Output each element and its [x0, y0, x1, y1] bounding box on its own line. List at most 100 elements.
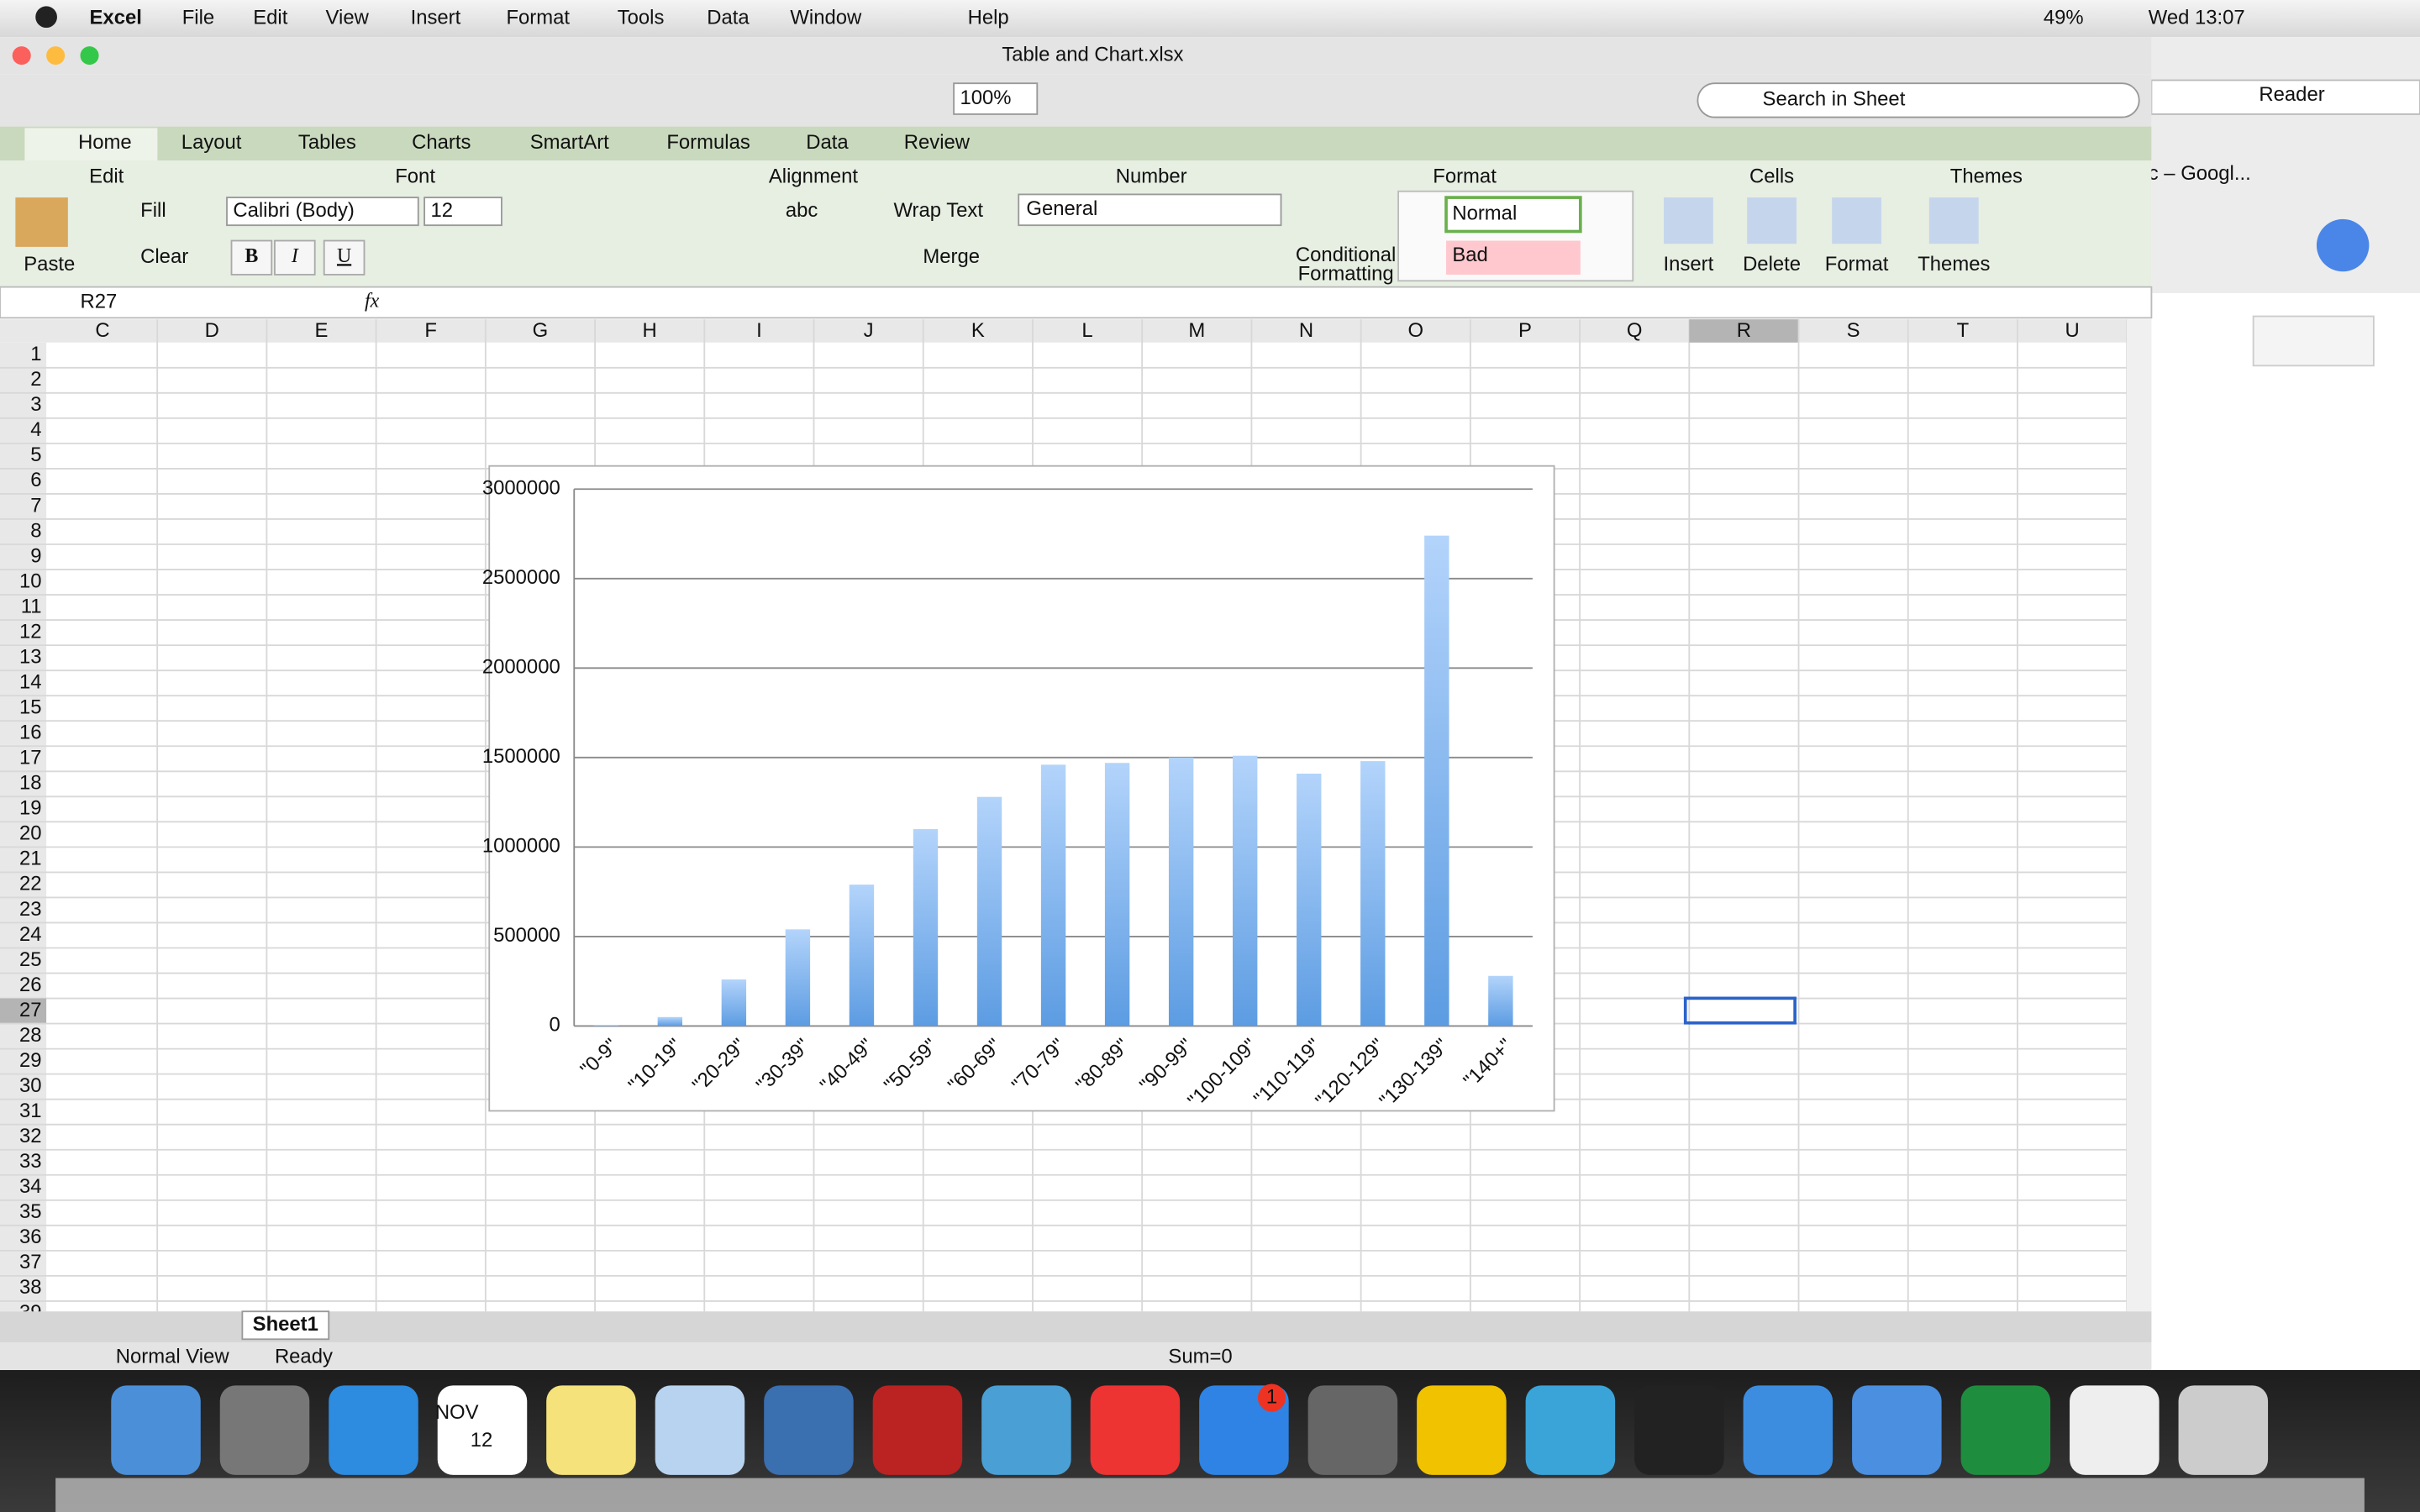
ribbon-tab[interactable]: Review [904, 131, 971, 154]
column-label: U [2065, 319, 2079, 342]
row-label: 26 [19, 974, 42, 996]
search-placeholder[interactable]: Search in Sheet [1763, 88, 1906, 111]
menu-item[interactable]: Edit [253, 6, 287, 29]
clock[interactable]: Wed 13:07 [2149, 6, 2245, 29]
font-name[interactable]: Calibri (Body) [233, 199, 355, 222]
sum-label[interactable]: Sum=0 [1168, 1346, 1232, 1368]
ribbon-tab[interactable]: Layout [182, 131, 242, 154]
row-label: 23 [19, 898, 42, 921]
menu-item[interactable]: Help [968, 6, 1009, 29]
dock-icon [2178, 1385, 2269, 1475]
row-label: 30 [19, 1074, 42, 1097]
ribbon-tab[interactable]: SmartArt [530, 131, 609, 154]
underline-button[interactable]: U [337, 245, 351, 267]
ribbon-tab[interactable]: Tables [298, 131, 356, 154]
dock-icon [981, 1385, 1071, 1475]
ribbon-tab[interactable]: Formulas [666, 131, 750, 154]
merge-button[interactable]: Merge [923, 245, 980, 268]
row-label: 10 [19, 570, 42, 592]
bar [849, 885, 875, 1026]
ribbon-tabs [0, 126, 2152, 161]
row-label: 17 [19, 747, 42, 769]
fx-button[interactable]: fx [365, 290, 380, 312]
browser-tab[interactable]: c – Googl... [2149, 162, 2251, 185]
reader-button[interactable]: Reader [2259, 83, 2324, 106]
conditional-formatting[interactable]: Formatting [1298, 262, 1394, 285]
font-size[interactable]: 12 [430, 199, 453, 222]
menu-item[interactable]: File [182, 6, 214, 29]
bar [1297, 774, 1322, 1026]
y-tick-label: 2500000 [482, 566, 560, 589]
insert-button[interactable]: Insert [1664, 253, 1714, 276]
row-label: 36 [19, 1226, 42, 1248]
selected-column [1689, 319, 1799, 343]
delete-button[interactable]: Delete [1743, 253, 1801, 276]
row-label: 13 [19, 645, 42, 668]
search-field [1697, 82, 2140, 118]
apple-logo[interactable] [35, 6, 57, 29]
row-label: 6 [30, 469, 41, 491]
bar [1040, 764, 1066, 1026]
dock-icon [546, 1385, 636, 1475]
format-button[interactable]: Format [1825, 253, 1889, 276]
active-tab [24, 128, 158, 161]
ribbon-group-label: Number [1116, 165, 1187, 188]
sheet-tab-label[interactable]: Sheet1 [253, 1313, 318, 1336]
row-label: 19 [19, 797, 42, 820]
row-label: 14 [19, 670, 42, 693]
dock-icon [872, 1385, 963, 1475]
column-label: L [1081, 319, 1092, 342]
row-label: 24 [19, 923, 42, 946]
paste-button[interactable]: Paste [24, 253, 75, 276]
row-label: 34 [19, 1175, 42, 1198]
name-box[interactable]: R27 [81, 290, 118, 312]
themes-button[interactable]: Themes [1918, 253, 1990, 276]
bar [1233, 755, 1258, 1026]
avatar[interactable] [2316, 218, 2370, 272]
dock-icon [764, 1385, 854, 1475]
ribbon-tab[interactable]: Home [78, 131, 132, 154]
y-tick-label: 500000 [493, 924, 560, 947]
window-control[interactable] [46, 46, 66, 66]
dock-icon [2070, 1385, 2160, 1475]
app-name[interactable]: Excel [90, 6, 142, 29]
fill-button[interactable]: Fill [140, 199, 166, 222]
title-bar [0, 37, 2152, 75]
number-format[interactable]: General [1026, 197, 1097, 220]
format-button [230, 239, 273, 276]
style-bad-label[interactable]: Bad [1452, 244, 1487, 266]
style-normal-label[interactable]: Normal [1452, 202, 1517, 225]
italic-button[interactable]: I [291, 245, 299, 267]
zoom-box [953, 82, 1039, 115]
row-label: 31 [19, 1100, 42, 1122]
menu-item[interactable]: Tools [618, 6, 665, 29]
column-label: K [971, 319, 985, 342]
row-label: 25 [19, 948, 42, 971]
y-tick-label: 1000000 [482, 835, 560, 858]
menu-item[interactable]: Format [506, 6, 570, 29]
wrap-text-button[interactable]: Wrap Text [893, 199, 983, 222]
view-label: Normal View [116, 1346, 230, 1368]
row-label: 5 [30, 444, 41, 466]
menu-item[interactable]: View [326, 6, 370, 29]
ribbon-tab[interactable]: Data [806, 131, 849, 154]
dock-icon [219, 1385, 310, 1475]
row-label: 32 [19, 1125, 42, 1147]
bold-button[interactable]: B [245, 245, 258, 267]
column-label: D [205, 319, 219, 342]
orientation-button[interactable]: abc [786, 199, 818, 222]
menu-item[interactable]: Window [790, 6, 862, 29]
window-control[interactable] [12, 46, 31, 66]
zoom-value[interactable]: 100% [960, 87, 1011, 109]
dock-icon [329, 1385, 418, 1475]
clear-button[interactable]: Clear [140, 245, 188, 268]
bar [976, 796, 1002, 1026]
ribbon-tab[interactable]: Charts [412, 131, 471, 154]
bar [721, 979, 747, 1026]
conditional-formatting[interactable]: Conditional [1296, 244, 1396, 266]
bar [1424, 535, 1449, 1026]
menu-item[interactable]: Data [707, 6, 750, 29]
window-control[interactable] [80, 46, 99, 66]
dock-shelf [55, 1478, 2365, 1512]
menu-item[interactable]: Insert [411, 6, 461, 29]
